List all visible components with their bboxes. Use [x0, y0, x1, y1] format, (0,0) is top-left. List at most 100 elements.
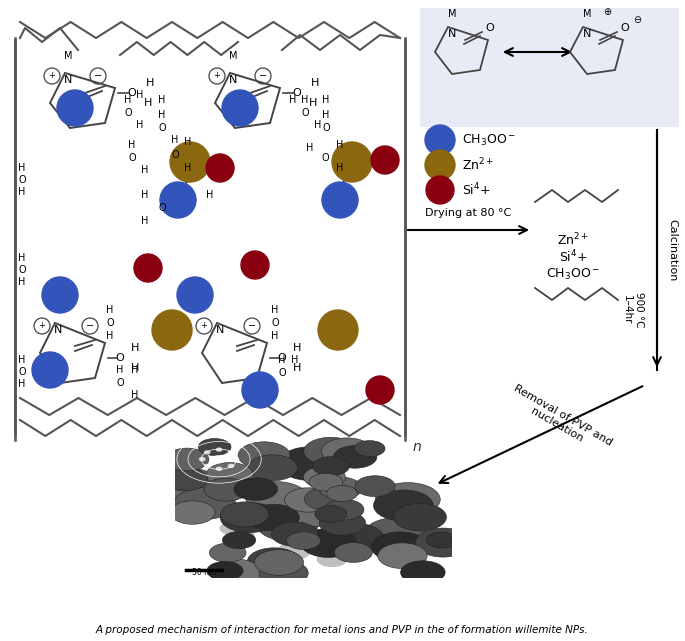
- Text: H: H: [278, 355, 286, 365]
- Circle shape: [174, 487, 236, 519]
- Text: O: O: [128, 153, 136, 163]
- Text: 900 °C: 900 °C: [634, 292, 644, 328]
- Text: 50 nm: 50 nm: [192, 568, 216, 577]
- Text: O: O: [158, 203, 166, 213]
- Circle shape: [334, 542, 373, 562]
- Circle shape: [373, 490, 434, 521]
- Circle shape: [415, 528, 471, 557]
- Circle shape: [327, 485, 358, 501]
- Circle shape: [198, 438, 231, 456]
- Text: H: H: [141, 165, 149, 175]
- Circle shape: [152, 310, 192, 350]
- Text: H: H: [124, 95, 132, 105]
- Text: M: M: [448, 9, 456, 19]
- Circle shape: [160, 182, 196, 218]
- Circle shape: [319, 477, 362, 499]
- Circle shape: [242, 372, 278, 408]
- Circle shape: [334, 445, 377, 468]
- Text: H: H: [131, 343, 139, 353]
- Circle shape: [303, 466, 345, 488]
- Text: O: O: [292, 88, 301, 98]
- Text: Removal of PVP and
nucleation: Removal of PVP and nucleation: [506, 383, 614, 457]
- Circle shape: [270, 488, 332, 520]
- Text: H: H: [18, 379, 25, 389]
- Circle shape: [303, 496, 333, 512]
- Text: Calcination: Calcination: [667, 219, 677, 281]
- Text: H: H: [106, 331, 114, 341]
- Circle shape: [222, 90, 258, 126]
- Circle shape: [324, 499, 364, 520]
- Circle shape: [134, 254, 162, 282]
- Text: ⊖: ⊖: [633, 15, 641, 25]
- Circle shape: [303, 437, 358, 465]
- Text: H: H: [323, 95, 329, 105]
- Text: H: H: [106, 305, 114, 315]
- Circle shape: [319, 511, 366, 535]
- Circle shape: [332, 142, 372, 182]
- Circle shape: [268, 487, 310, 510]
- Circle shape: [246, 481, 308, 513]
- Text: H: H: [116, 365, 124, 375]
- Text: +: +: [201, 322, 208, 331]
- Text: H: H: [301, 95, 309, 105]
- Text: H: H: [131, 363, 139, 373]
- Circle shape: [241, 251, 269, 279]
- Text: H: H: [144, 98, 152, 108]
- Text: CH$_3$OO$^-$: CH$_3$OO$^-$: [462, 133, 516, 147]
- Text: O: O: [301, 108, 309, 118]
- Text: H: H: [136, 90, 144, 100]
- Text: H: H: [136, 120, 144, 130]
- Text: Si$^4$+: Si$^4$+: [559, 249, 587, 265]
- Circle shape: [165, 448, 209, 471]
- Text: N: N: [229, 75, 237, 85]
- Circle shape: [238, 442, 290, 469]
- Text: H: H: [206, 190, 214, 200]
- Circle shape: [426, 176, 454, 204]
- Circle shape: [219, 521, 248, 535]
- Text: H: H: [18, 277, 25, 287]
- Text: H: H: [146, 78, 154, 88]
- Circle shape: [170, 142, 210, 182]
- Circle shape: [210, 559, 262, 586]
- Text: O: O: [106, 318, 114, 328]
- Circle shape: [304, 487, 349, 510]
- Text: N: N: [54, 325, 62, 335]
- Text: O: O: [277, 353, 286, 363]
- Circle shape: [210, 543, 246, 562]
- Circle shape: [206, 154, 234, 182]
- Circle shape: [57, 90, 93, 126]
- Text: +: +: [38, 322, 45, 331]
- Text: −: −: [86, 321, 94, 331]
- Text: N: N: [64, 75, 72, 85]
- Text: H: H: [141, 190, 149, 200]
- Text: H: H: [184, 163, 192, 173]
- Text: A proposed mechanism of interaction for metal ions and PVP in the of formation w: A proposed mechanism of interaction for …: [96, 625, 588, 635]
- Circle shape: [366, 376, 394, 404]
- Text: Zn$^{2+}$: Zn$^{2+}$: [557, 231, 589, 248]
- Circle shape: [258, 510, 318, 541]
- Text: H: H: [336, 140, 344, 150]
- Text: H: H: [184, 137, 192, 147]
- Text: +: +: [49, 72, 55, 81]
- Circle shape: [247, 455, 297, 481]
- Text: −: −: [248, 321, 256, 331]
- Text: −: −: [94, 71, 102, 81]
- Circle shape: [321, 438, 373, 465]
- Circle shape: [271, 522, 318, 546]
- Circle shape: [316, 551, 347, 567]
- Text: −: −: [259, 71, 267, 81]
- Circle shape: [425, 150, 455, 180]
- Text: Zn$^{2+}$: Zn$^{2+}$: [462, 156, 495, 173]
- Text: O: O: [18, 367, 26, 377]
- Text: H: H: [292, 343, 301, 353]
- Circle shape: [204, 478, 248, 501]
- Text: H: H: [128, 140, 136, 150]
- Text: Drying at 80 °C: Drying at 80 °C: [425, 208, 511, 218]
- Text: H: H: [18, 355, 25, 365]
- Text: H: H: [323, 110, 329, 120]
- Circle shape: [250, 555, 275, 568]
- Text: O: O: [116, 378, 124, 388]
- Circle shape: [234, 478, 277, 501]
- Circle shape: [312, 456, 349, 476]
- Text: O: O: [158, 123, 166, 133]
